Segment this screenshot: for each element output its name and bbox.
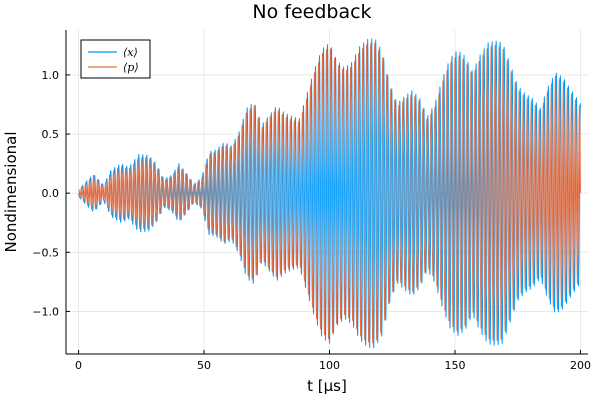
x-axis-label: t [µs] <box>307 377 347 395</box>
x-tick-label: 150 <box>444 359 465 372</box>
y-axis-label: Nondimensional <box>2 132 20 253</box>
y-tick-label: −0.5 <box>32 246 59 259</box>
x-tick-label: 0 <box>75 359 82 372</box>
series-line-p <box>78 42 581 344</box>
y-tick-label: 1.0 <box>42 69 60 82</box>
legend-box <box>80 39 151 79</box>
x-tick-label: 50 <box>197 359 211 372</box>
x-tick-label: 200 <box>570 359 591 372</box>
x-tick-label: 100 <box>319 359 340 372</box>
legend-label-x: ⟨x⟩ <box>123 46 138 59</box>
x-tick-labels: 0 50 100 150 200 <box>75 359 591 372</box>
series-layer <box>78 38 581 349</box>
y-tick-label: 0.0 <box>42 187 60 200</box>
legend-label-p: ⟨p⟩ <box>123 61 139 74</box>
chart-title: No feedback <box>252 1 371 23</box>
y-tick-label: 0.5 <box>42 128 60 141</box>
y-tick-labels: −1.0 −0.5 0.0 0.5 1.0 <box>32 69 59 318</box>
axes <box>65 30 588 355</box>
legend: ⟨x⟩ ⟨p⟩ <box>80 39 151 79</box>
y-tick-label: −1.0 <box>32 305 59 318</box>
